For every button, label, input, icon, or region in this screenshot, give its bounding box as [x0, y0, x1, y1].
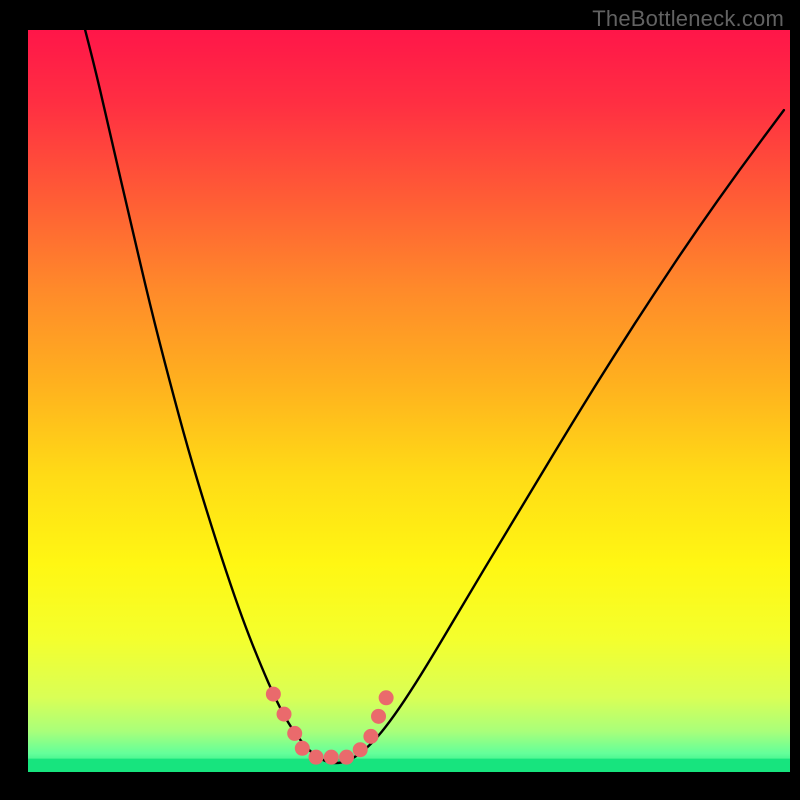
curve-marker: [372, 709, 386, 723]
bottom-green-band: [28, 759, 790, 772]
curve-marker: [266, 687, 280, 701]
watermark-text: TheBottleneck.com: [592, 6, 784, 32]
curve-marker: [288, 726, 302, 740]
curve-svg: [28, 30, 790, 772]
plot-area: [28, 30, 790, 772]
curve-marker: [277, 707, 291, 721]
curve-marker: [353, 743, 367, 757]
curve-marker: [324, 750, 338, 764]
curve-marker: [340, 750, 354, 764]
curve-marker: [379, 691, 393, 705]
curve-marker: [364, 729, 378, 743]
bottleneck-curve: [81, 30, 784, 763]
chart-container: TheBottleneck.com: [0, 0, 800, 800]
curve-marker: [309, 750, 323, 764]
curve-marker: [295, 741, 309, 755]
